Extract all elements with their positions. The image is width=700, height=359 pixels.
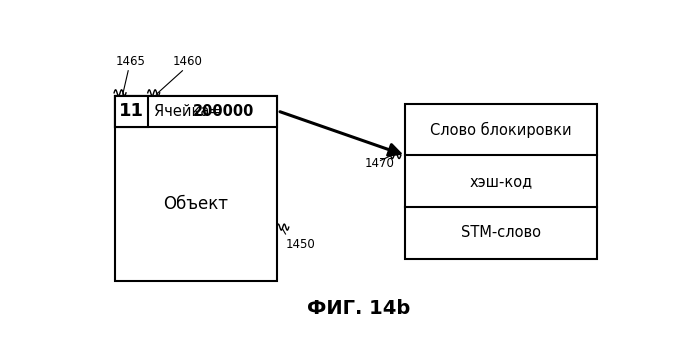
Text: ФИГ. 14b: ФИГ. 14b (307, 299, 410, 318)
Text: 1450: 1450 (286, 238, 315, 251)
Text: 1460: 1460 (173, 55, 203, 68)
Text: 11: 11 (119, 103, 144, 121)
Text: Ячейка=: Ячейка= (154, 104, 226, 119)
Text: 200000: 200000 (193, 104, 255, 119)
Bar (115, 95, 277, 127)
Text: STM-слово: STM-слово (461, 225, 541, 241)
Text: 1465: 1465 (116, 55, 146, 68)
Text: Слово блокировки: Слово блокировки (430, 122, 572, 138)
Text: Объект: Объект (164, 195, 228, 213)
Bar (405, 104, 597, 259)
Bar (115, 95, 277, 281)
Bar (115, 95, 148, 127)
Text: 1470: 1470 (364, 157, 394, 170)
Text: хэш-код: хэш-код (470, 174, 533, 189)
